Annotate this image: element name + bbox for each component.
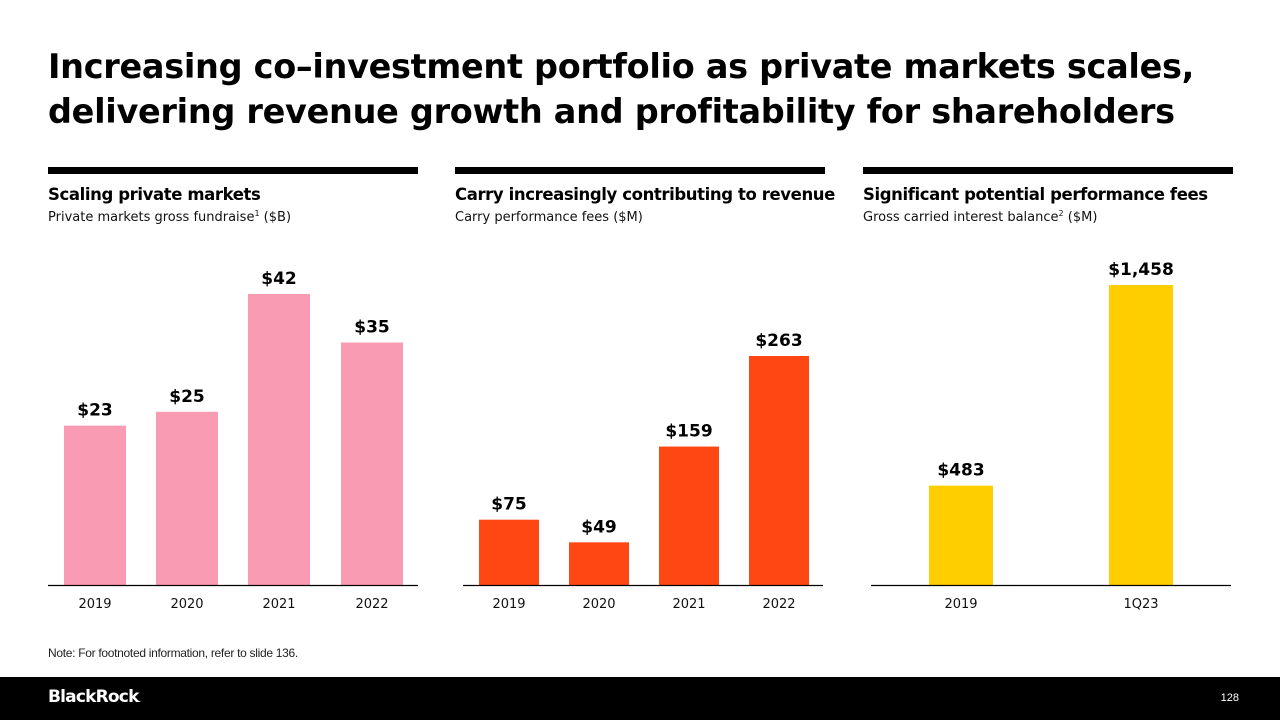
logo-mark: . (138, 695, 141, 704)
footer-bar: BlackRock. 128 (0, 677, 1280, 720)
page-number: 128 (1220, 692, 1239, 704)
x-tick-label-2019: 2019 (492, 597, 525, 612)
x-tick-label-2021: 2021 (262, 597, 295, 612)
panel-divider-rule (48, 167, 418, 174)
x-tick-label-2022: 2022 (762, 597, 795, 612)
panel-carry-revenue: Carry increasingly contributing to reven… (455, 167, 835, 627)
bar-2019 (929, 485, 993, 585)
panel-subtitle: Gross carried interest balance2 ($M) (863, 209, 1097, 225)
bar-chart-gross-carried-interest: $483 2019 $1,458 1Q23 (871, 260, 1231, 612)
subtitle-unit: ($M) (1063, 210, 1098, 225)
x-tick-label-2020: 2020 (170, 597, 203, 612)
panel-subtitle: Carry performance fees ($M) (455, 209, 643, 225)
slide-title-line-2: delivering revenue growth and profitabil… (48, 92, 1175, 131)
bar-2020 (156, 411, 218, 585)
data-label-2019: $23 (77, 401, 113, 421)
data-label-2022: $35 (354, 318, 390, 338)
panel-title: Scaling private markets (48, 185, 261, 204)
bar-2020 (569, 542, 629, 585)
x-tick-label-2022: 2022 (355, 597, 388, 612)
bar-1q23 (1109, 285, 1173, 585)
panel-performance-fees: Significant potential performance fees G… (863, 167, 1233, 627)
panel-divider-rule (863, 167, 1233, 174)
data-label-2021: $42 (261, 269, 297, 289)
bar-2022 (341, 342, 403, 585)
x-tick-label-2021: 2021 (672, 597, 705, 612)
data-label-2021: $159 (665, 422, 712, 442)
panel-subtitle: Private markets gross fundraise1 ($B) (48, 209, 291, 225)
subtitle-text: Private markets gross fundraise (48, 210, 255, 225)
slide-title: Increasing co–investment portfolio as pr… (48, 44, 1248, 134)
footnote-marker: 2 (1058, 209, 1064, 218)
panel-title: Significant potential performance fees (863, 185, 1208, 204)
data-label-2020: $25 (169, 387, 205, 407)
panel-title: Carry increasingly contributing to reven… (455, 185, 835, 204)
logo-text: BlackRock (48, 687, 139, 707)
x-tick-label-2019: 2019 (944, 597, 977, 612)
bar-2019 (479, 519, 539, 585)
footnote-marker: 1 (254, 209, 260, 218)
subtitle-text: Carry performance fees (455, 210, 610, 225)
bar-2019 (64, 425, 126, 585)
subtitle-unit: ($B) (259, 210, 292, 225)
data-label-2019: $75 (491, 495, 527, 515)
bar-chart-private-markets-fundraise: $23 2019 $25 2020 $42 2021 $35 2022 (48, 269, 418, 612)
x-tick-label-2019: 2019 (78, 597, 111, 612)
data-label-1q23: $1,458 (1108, 260, 1174, 280)
subtitle-unit: ($M) (609, 210, 643, 225)
bar-chart-carry-performance-fees: $75 2019 $49 2020 $159 2021 $263 2022 (463, 331, 823, 612)
data-label-2019: $483 (937, 461, 984, 481)
bar-2022 (749, 356, 809, 585)
footnote-note: Note: For footnoted information, refer t… (48, 646, 298, 660)
blackrock-logo: BlackRock. (48, 687, 141, 707)
data-label-2022: $263 (755, 331, 802, 351)
x-tick-label-1q23: 1Q23 (1123, 597, 1158, 612)
slide-title-line-1: Increasing co–investment portfolio as pr… (48, 47, 1195, 86)
subtitle-text: Gross carried interest balance (863, 210, 1059, 225)
bar-2021 (659, 446, 719, 585)
x-tick-label-2020: 2020 (582, 597, 615, 612)
data-label-2020: $49 (581, 517, 617, 537)
bar-2021 (248, 294, 310, 585)
panel-scaling-private-markets: Scaling private markets Private markets … (48, 167, 418, 627)
panel-divider-rule (455, 167, 825, 174)
